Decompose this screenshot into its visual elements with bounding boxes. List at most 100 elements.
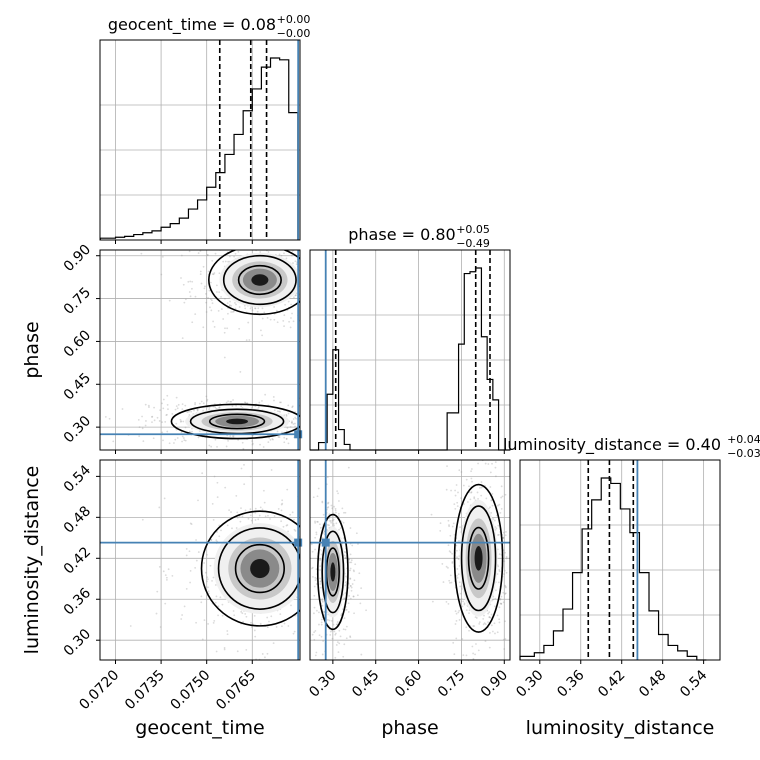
sample-point bbox=[471, 480, 473, 483]
sample-point bbox=[241, 441, 244, 444]
sample-point bbox=[313, 638, 316, 641]
sample-point bbox=[208, 408, 210, 411]
sample-point bbox=[108, 417, 111, 420]
sample-point bbox=[226, 524, 229, 527]
sample-point bbox=[303, 292, 305, 294]
sample-point bbox=[304, 560, 306, 562]
sample-point bbox=[198, 402, 201, 405]
sample-point bbox=[229, 300, 231, 303]
sample-point bbox=[222, 260, 225, 263]
sample-point bbox=[303, 512, 305, 514]
sample-point bbox=[502, 591, 505, 594]
sample-point bbox=[260, 329, 262, 332]
sample-point bbox=[181, 614, 183, 616]
sample-point bbox=[303, 468, 305, 470]
sample-point bbox=[328, 663, 330, 665]
sample-point bbox=[292, 632, 295, 635]
sample-point bbox=[304, 555, 306, 557]
sample-point bbox=[326, 619, 329, 621]
sample-point bbox=[462, 484, 465, 487]
sample-point bbox=[337, 515, 340, 518]
sample-point bbox=[316, 495, 319, 498]
sample-point bbox=[463, 603, 466, 606]
sample-point bbox=[473, 496, 476, 499]
sample-point bbox=[455, 544, 458, 547]
sample-point bbox=[334, 509, 337, 512]
sample-point bbox=[319, 583, 322, 585]
sample-point bbox=[207, 297, 210, 299]
sample-point bbox=[467, 501, 469, 503]
sample-point bbox=[195, 539, 197, 541]
sample-point bbox=[340, 612, 343, 615]
sample-point bbox=[315, 568, 318, 571]
sample-point bbox=[455, 484, 458, 486]
sample-point bbox=[203, 562, 206, 564]
sample-point bbox=[175, 405, 178, 407]
sample-point bbox=[349, 527, 352, 529]
sample-point bbox=[190, 523, 193, 526]
sample-point bbox=[206, 253, 209, 256]
sample-point bbox=[344, 581, 347, 584]
sample-point bbox=[465, 609, 468, 612]
sample-point bbox=[337, 512, 340, 515]
sample-point bbox=[450, 581, 453, 584]
sample-point bbox=[200, 282, 203, 285]
contour-line bbox=[222, 254, 297, 306]
sample-point bbox=[313, 243, 315, 245]
sample-point bbox=[231, 527, 233, 530]
title-minus-luminosity_distance: −0.03 bbox=[727, 447, 760, 460]
sample-point bbox=[232, 610, 235, 612]
sample-point bbox=[301, 590, 303, 592]
sample-point bbox=[302, 587, 304, 589]
sample-point bbox=[274, 662, 276, 664]
sample-point bbox=[292, 423, 295, 425]
sample-point bbox=[303, 518, 305, 520]
sample-point bbox=[493, 519, 496, 522]
sample-point bbox=[190, 410, 193, 413]
sample-point bbox=[203, 287, 206, 290]
sample-point bbox=[189, 569, 192, 572]
x-axis-label-geocent_time: geocent_time bbox=[135, 717, 264, 739]
sample-point bbox=[430, 513, 433, 516]
sample-point bbox=[194, 295, 197, 298]
sample-point bbox=[499, 512, 502, 514]
sample-point bbox=[176, 437, 179, 439]
sample-point bbox=[180, 420, 183, 423]
sample-point bbox=[447, 519, 450, 522]
sample-point bbox=[266, 626, 269, 629]
sample-point bbox=[238, 306, 241, 308]
sample-point bbox=[187, 280, 190, 283]
sample-point bbox=[306, 417, 308, 419]
sample-point bbox=[223, 331, 226, 334]
sample-point bbox=[302, 286, 304, 288]
sample-point bbox=[245, 247, 247, 249]
sample-point bbox=[235, 495, 238, 497]
sample-point bbox=[295, 417, 297, 420]
sample-point bbox=[338, 629, 341, 632]
sample-point bbox=[320, 623, 323, 626]
sample-point bbox=[276, 430, 279, 433]
truth-marker bbox=[294, 430, 303, 439]
sample-point bbox=[243, 463, 245, 466]
sample-point bbox=[488, 707, 490, 709]
sample-point bbox=[456, 577, 459, 579]
sample-point bbox=[137, 418, 140, 421]
sample-point bbox=[301, 269, 303, 271]
sample-point bbox=[250, 621, 252, 624]
sample-point bbox=[352, 595, 355, 598]
sample-point bbox=[360, 653, 363, 656]
sample-point bbox=[453, 503, 456, 505]
sample-point bbox=[488, 611, 491, 614]
sample-point bbox=[301, 250, 303, 252]
sample-point bbox=[269, 518, 271, 520]
sample-point bbox=[456, 501, 459, 504]
sample-point bbox=[342, 628, 345, 631]
hist-panel-luminosity_distance bbox=[519, 459, 721, 664]
sample-point bbox=[153, 406, 155, 409]
sample-point bbox=[257, 406, 260, 409]
sample-point bbox=[457, 491, 459, 494]
sample-point bbox=[291, 312, 293, 315]
sample-point bbox=[517, 515, 519, 517]
sample-point bbox=[305, 285, 307, 287]
sample-point bbox=[468, 629, 470, 632]
